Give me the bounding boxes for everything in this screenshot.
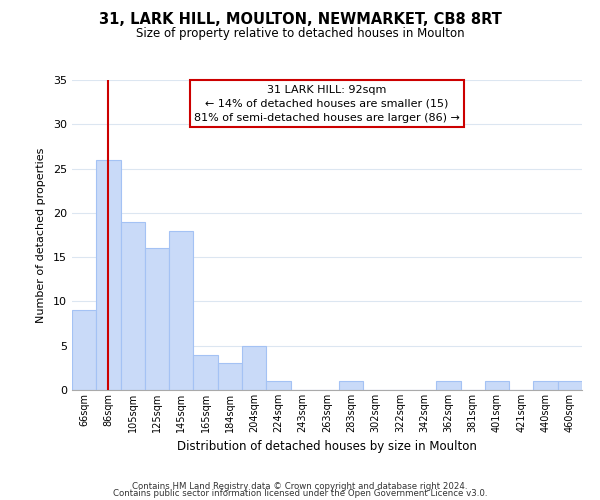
Bar [266,381,290,390]
X-axis label: Distribution of detached houses by size in Moulton: Distribution of detached houses by size … [177,440,477,454]
Bar [533,381,558,390]
Text: Size of property relative to detached houses in Moulton: Size of property relative to detached ho… [136,28,464,40]
Bar [121,222,145,390]
Y-axis label: Number of detached properties: Number of detached properties [36,148,46,322]
Bar [339,381,364,390]
Bar [96,160,121,390]
Bar [72,310,96,390]
Bar [193,354,218,390]
Bar [218,364,242,390]
Text: 31, LARK HILL, MOULTON, NEWMARKET, CB8 8RT: 31, LARK HILL, MOULTON, NEWMARKET, CB8 8… [98,12,502,28]
Bar [485,381,509,390]
Bar [145,248,169,390]
Text: Contains public sector information licensed under the Open Government Licence v3: Contains public sector information licen… [113,490,487,498]
Bar [558,381,582,390]
Text: 31 LARK HILL: 92sqm
← 14% of detached houses are smaller (15)
81% of semi-detach: 31 LARK HILL: 92sqm ← 14% of detached ho… [194,84,460,122]
Text: Contains HM Land Registry data © Crown copyright and database right 2024.: Contains HM Land Registry data © Crown c… [132,482,468,491]
Bar [242,346,266,390]
Bar [436,381,461,390]
Bar [169,230,193,390]
